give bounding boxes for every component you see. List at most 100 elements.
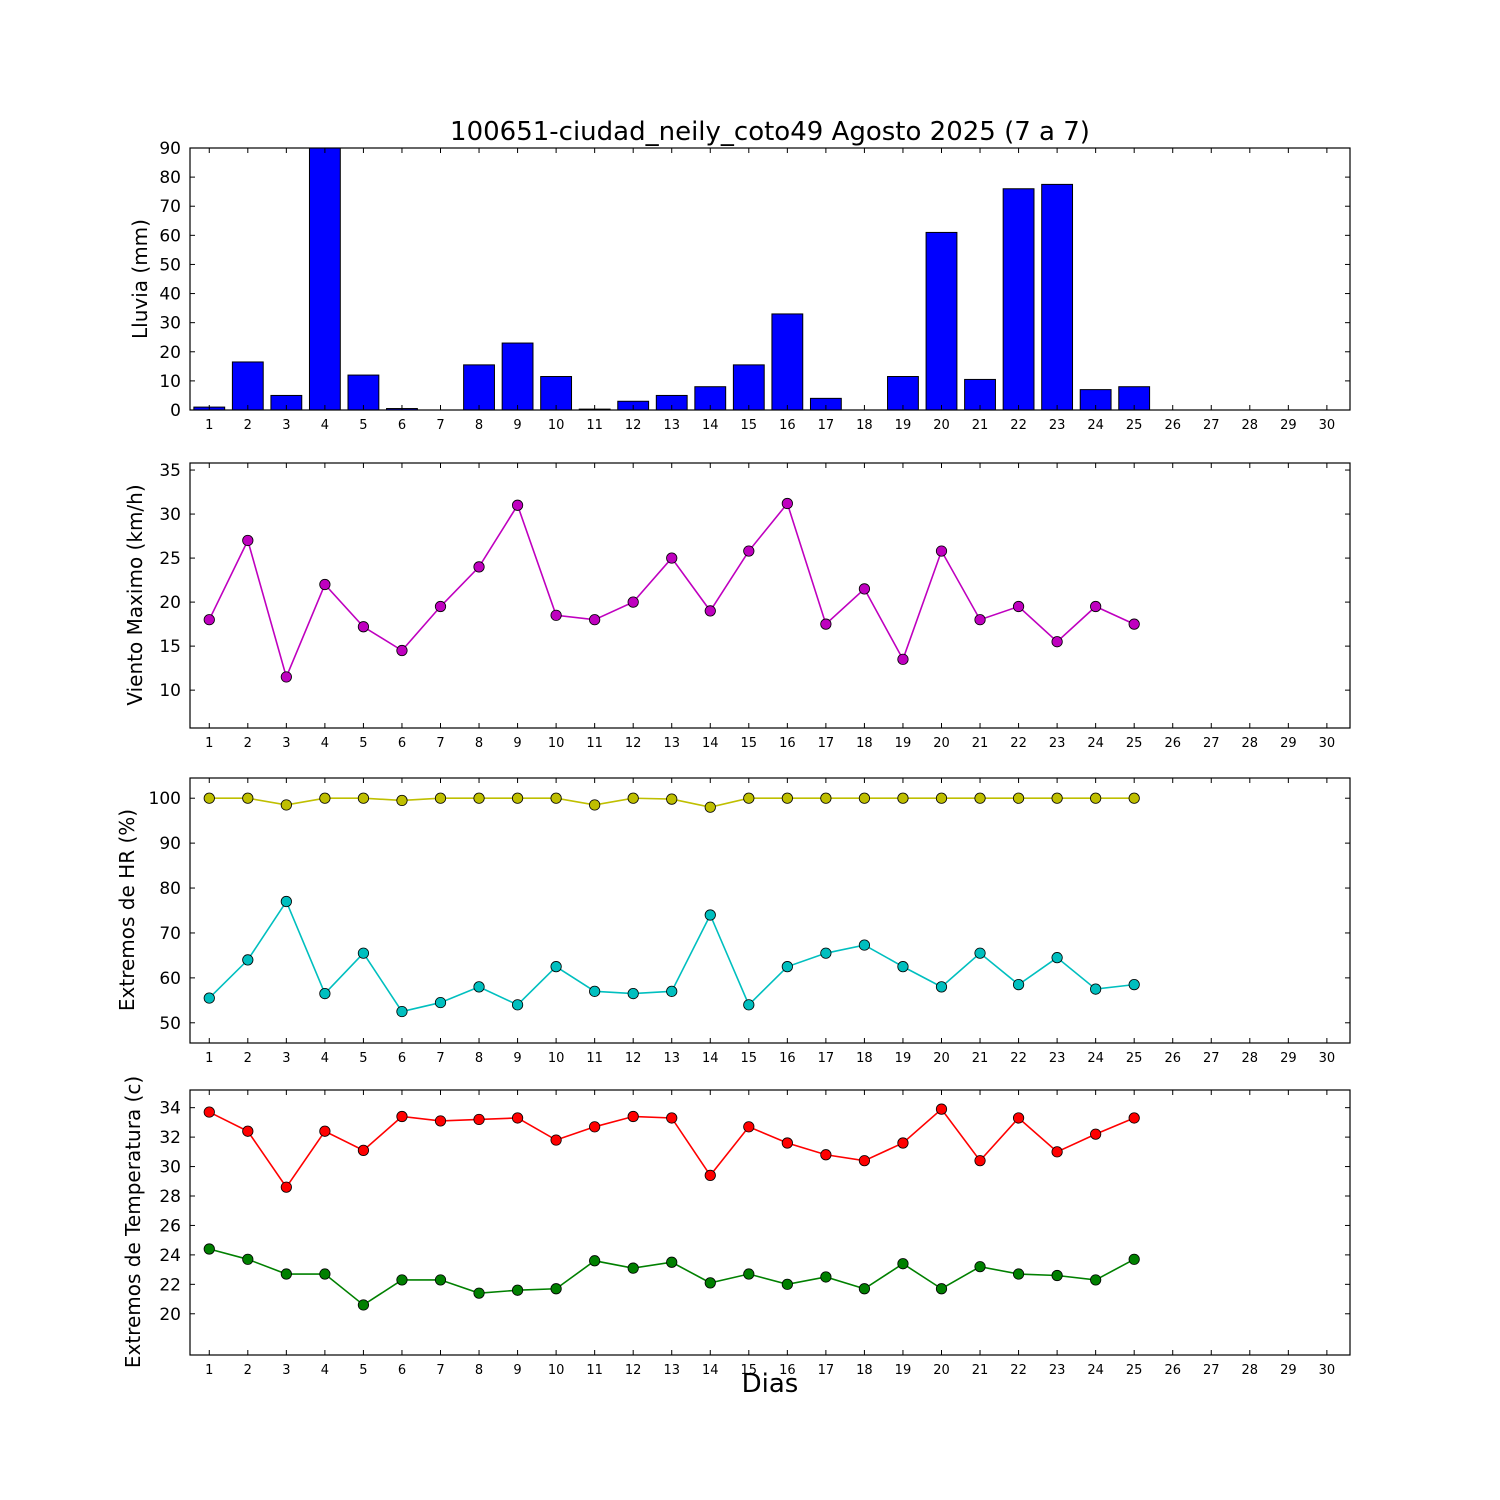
y-tick-label: 25: [159, 549, 181, 569]
bar-lluvia-day-20: [925, 231, 958, 411]
marker-temperatura-maxima-day-17: [820, 1149, 832, 1161]
x-tick-label: 8: [475, 1363, 483, 1378]
y-tick-label: 60: [159, 969, 181, 989]
marker-temperatura-maxima-day-9: [511, 1112, 524, 1124]
x-tick-label: 11: [586, 736, 603, 751]
x-tick-label: 12: [625, 736, 642, 751]
x-tick-label: 13: [663, 418, 680, 433]
ylabel-temperatura: Extremos de Temperatura (c): [121, 1076, 145, 1368]
x-tick-label: 9: [513, 418, 521, 433]
x-tick-label: 5: [359, 1051, 367, 1066]
marker-temperatura-maxima-day-6: [396, 1110, 408, 1123]
marker-hr-maxima-day-22: [1012, 792, 1025, 804]
subplot-temperatura: 1 2 3 4 5 6 7 8 9 10 11 12 13 14 15 16 17 18 19 20 21 22 23 24 2…: [159, 1089, 1351, 1378]
x-tick-label: 23: [1049, 1051, 1066, 1066]
x-tick-label: 18: [856, 736, 873, 751]
bar-lluvia-day-19: [887, 376, 919, 411]
marker-temperatura-maxima-day-15: [743, 1121, 755, 1133]
x-tick-label: 18: [856, 1363, 873, 1378]
subplot-lluvia: 1 2 3 4 5 6 7 8 9 10 11 12 13 14 15 16 17 18 19 20 21 22 23 24 2…: [159, 139, 1351, 433]
marker-temperatura-minima-day-25: [1128, 1253, 1140, 1265]
x-tick-label: 23: [1049, 418, 1066, 433]
x-tick-label: 15: [741, 418, 758, 433]
marker-hr-maxima-day-15: [743, 792, 755, 804]
marker-hr-minima-day-8: [473, 981, 485, 993]
marker-hr-minima-day-9: [511, 999, 524, 1011]
x-tick-label: 21: [972, 1363, 989, 1378]
x-tick-label: 4: [321, 1363, 329, 1378]
marker-temperatura-minima-day-18: [858, 1283, 871, 1295]
marker-temperatura-minima-day-6: [396, 1274, 408, 1286]
x-tick-label: 2: [244, 1363, 252, 1378]
marker-hr-minima-day-21: [974, 947, 986, 959]
marker-temperatura-maxima-day-25: [1128, 1112, 1140, 1124]
y-tick-label: 35: [159, 461, 181, 481]
x-tick-label: 2: [244, 418, 252, 433]
x-tick-label: 7: [436, 1051, 444, 1066]
x-tick-label: 23: [1049, 1363, 1066, 1378]
marker-temperatura-maxima-day-7: [434, 1115, 447, 1127]
x-tick-label: 5: [359, 1363, 367, 1378]
marker-temperatura-minima-day-7: [434, 1274, 447, 1286]
marker-viento-maximo-day-13: [666, 552, 678, 564]
x-tick-label: 3: [282, 1363, 290, 1378]
x-tick-label: 25: [1126, 736, 1143, 751]
x-tick-label: 13: [663, 1051, 680, 1066]
x-tick-label: 21: [972, 1051, 989, 1066]
marker-viento-maximo-day-3: [280, 671, 292, 683]
marker-temperatura-minima-day-15: [743, 1268, 755, 1280]
marker-temperatura-maxima-day-2: [242, 1125, 254, 1137]
x-tick-label: 6: [398, 736, 406, 751]
marker-hr-minima-day-1: [203, 992, 215, 1004]
x-tick-label: 17: [818, 1051, 835, 1066]
x-tick-label: 22: [1010, 418, 1027, 433]
x-tick-label: 28: [1242, 418, 1259, 433]
x-tick-label: 30: [1319, 736, 1336, 751]
x-tick-label: 19: [895, 1051, 912, 1066]
marker-viento-maximo-day-24: [1090, 600, 1102, 613]
x-tick-label: 23: [1049, 736, 1066, 751]
ylabel-hr: Extremos de HR (%): [115, 809, 139, 1011]
x-tick-label: 21: [972, 418, 989, 433]
marker-hr-maxima-day-24: [1090, 792, 1102, 804]
x-tick-label: 17: [818, 418, 835, 433]
x-tick-label: 12: [625, 1363, 642, 1378]
x-tick-label: 12: [625, 1051, 642, 1066]
marker-temperatura-maxima-day-11: [589, 1121, 601, 1133]
x-tick-label: 16: [779, 1051, 796, 1066]
marker-hr-minima-day-11: [589, 985, 601, 997]
axes-box-hr: [189, 777, 1351, 1044]
marker-viento-maximo-day-21: [974, 614, 986, 626]
x-tick-label: 19: [895, 1363, 912, 1378]
marker-temperatura-minima-day-9: [511, 1284, 524, 1296]
x-tick-label: 29: [1280, 1051, 1297, 1066]
x-tick-label: 14: [702, 418, 719, 433]
marker-hr-maxima-day-2: [242, 792, 254, 804]
marker-temperatura-maxima-day-14: [704, 1169, 716, 1181]
x-tick-label: 15: [741, 1363, 758, 1378]
marker-hr-minima-day-7: [434, 996, 447, 1009]
x-tick-label: 28: [1242, 1363, 1259, 1378]
x-tick-label: 16: [779, 1363, 796, 1378]
marker-temperatura-maxima-day-20: [935, 1103, 948, 1115]
marker-hr-maxima-day-9: [511, 792, 524, 804]
x-tick-label: 27: [1203, 418, 1220, 433]
x-tick-label: 13: [663, 736, 680, 751]
x-tick-label: 17: [818, 1363, 835, 1378]
marker-hr-maxima-day-11: [589, 799, 601, 811]
x-tick-label: 20: [933, 1363, 950, 1378]
y-tick-label: 22: [159, 1275, 181, 1295]
marker-hr-maxima-day-18: [858, 792, 871, 804]
marker-hr-maxima-day-19: [897, 792, 909, 804]
marker-hr-maxima-day-5: [357, 792, 370, 804]
x-tick-label: 21: [972, 736, 989, 751]
axes-box-temperatura: [189, 1089, 1351, 1356]
marker-viento-maximo-day-2: [242, 534, 254, 547]
marker-temperatura-maxima-day-13: [666, 1112, 678, 1124]
x-tick-label: 1: [205, 418, 213, 433]
x-tick-label: 30: [1319, 1051, 1336, 1066]
y-tick-label: 0: [170, 401, 181, 421]
marker-temperatura-maxima-day-23: [1051, 1146, 1063, 1158]
marker-hr-minima-day-25: [1128, 979, 1140, 991]
